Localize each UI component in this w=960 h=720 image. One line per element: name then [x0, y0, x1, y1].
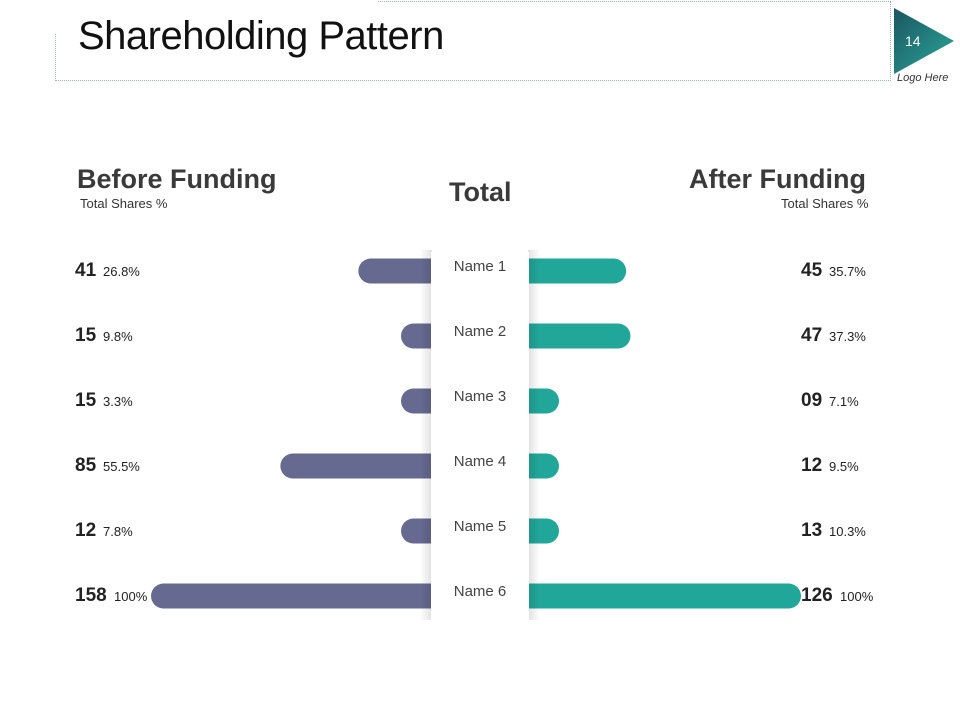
center-panel	[420, 250, 540, 622]
after-value-6: 126	[801, 585, 833, 606]
after-bar-1	[514, 258, 627, 284]
after-percent-5: 10.3%	[829, 524, 866, 539]
after-value-3: 09	[801, 390, 823, 411]
logo-triangle-icon	[894, 8, 954, 74]
after-percent-4: 9.5%	[829, 459, 859, 474]
before-percent-1: 26.8%	[103, 264, 140, 279]
logo-placeholder-text: Logo Here	[897, 72, 949, 84]
before-percent-5: 7.8%	[103, 524, 133, 539]
before-value-6: 158	[75, 585, 107, 606]
before-value-5: 12	[75, 520, 97, 541]
category-label-3: Name 3	[453, 388, 507, 405]
category-label-6: Name 6	[453, 583, 507, 600]
category-label-4: Name 4	[453, 453, 507, 470]
category-label-2: Name 2	[453, 323, 507, 340]
after-percent-1: 35.7%	[829, 264, 866, 279]
chart-title: Total	[449, 177, 512, 207]
after-percent-6: 100%	[840, 589, 874, 604]
category-label-5: Name 5	[453, 518, 507, 535]
after-percent-2: 37.3%	[829, 329, 866, 344]
before-funding-subheading: Total Shares %	[80, 196, 168, 211]
after-value-1: 45	[801, 260, 823, 281]
after-bar-2	[514, 323, 631, 349]
after-bar-6	[514, 583, 801, 609]
before-percent-6: 100%	[114, 589, 148, 604]
before-percent-4: 55.5%	[103, 459, 140, 474]
after-percent-3: 7.1%	[829, 394, 859, 409]
before-bars-group	[151, 258, 446, 609]
after-bars-group	[514, 258, 801, 609]
page-title: Shareholding Pattern	[78, 14, 444, 58]
before-bar-6	[151, 583, 446, 609]
after-value-5: 13	[801, 520, 823, 541]
category-label-1: Name 1	[453, 258, 507, 275]
after-value-2: 47	[801, 325, 823, 346]
before-bar-4	[280, 453, 446, 479]
before-funding-heading: Before Funding	[77, 164, 277, 194]
before-percent-2: 9.8%	[103, 329, 133, 344]
before-value-3: 15	[75, 390, 97, 411]
before-value-1: 41	[75, 260, 97, 281]
after-funding-heading: After Funding	[689, 164, 866, 194]
before-value-2: 15	[75, 325, 97, 346]
after-funding-subheading: Total Shares %	[781, 196, 869, 211]
before-value-4: 85	[75, 455, 97, 476]
page-number: 14	[905, 33, 921, 49]
after-value-4: 12	[801, 455, 823, 476]
title-frame	[55, 1, 891, 81]
before-percent-3: 3.3%	[103, 394, 133, 409]
